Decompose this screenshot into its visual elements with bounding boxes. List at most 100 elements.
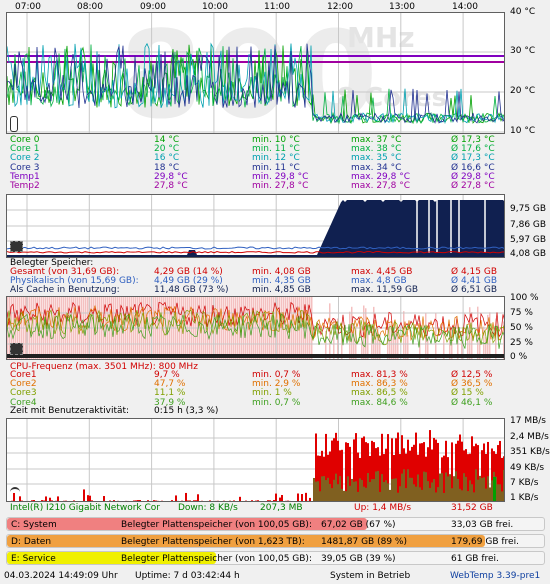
download-bar [337, 484, 339, 501]
download-bar [381, 474, 383, 501]
footer-version-link[interactable]: WebTemp 3.39-pre1 [450, 571, 541, 581]
upload-bar [41, 500, 43, 501]
download-bar [329, 483, 331, 501]
upload-bar [261, 501, 263, 502]
download-bar [469, 480, 471, 501]
download-bar [333, 479, 335, 501]
download-bar [485, 488, 487, 501]
upload-bar [333, 438, 335, 501]
download-bar [353, 481, 355, 501]
download-bar [313, 477, 315, 501]
download-bar [389, 489, 391, 501]
download-bar [321, 476, 323, 501]
max-value: max. 86,5 % [351, 388, 408, 399]
download-bar [403, 469, 405, 501]
download-bar [437, 487, 439, 501]
series-name: Temp1 [10, 171, 40, 182]
max-value: max. 38 °C [351, 144, 402, 155]
time-tick: 14:00 [452, 2, 478, 12]
time-tick: 07:00 [15, 2, 41, 12]
upload-bar [419, 443, 421, 501]
upload-bar [383, 454, 385, 501]
upload-bar [155, 500, 157, 501]
upload-bar [301, 494, 303, 501]
y-tick: 40 °C [510, 7, 536, 17]
upload-bar [443, 455, 445, 501]
core-load-trace [7, 309, 504, 346]
core-temp-trace [7, 43, 504, 124]
temperature-plot [7, 13, 504, 133]
download-bar [409, 477, 411, 501]
avg-value: Ø 27,8 °C [451, 181, 495, 191]
download-bar [445, 472, 447, 501]
upload-bar [433, 437, 435, 501]
upload-bar [435, 439, 437, 501]
upload-bar [185, 492, 187, 501]
download-bar [465, 476, 467, 501]
upload-bar [379, 455, 381, 501]
current-value: 11,48 GB (73 %) [154, 285, 229, 296]
download-bar [343, 490, 345, 501]
download-bar [335, 473, 337, 501]
min-value: min. 1 % [252, 388, 292, 399]
series-name: Core1 [10, 370, 37, 380]
upload-bar [363, 436, 365, 501]
time-tick: 10:00 [202, 2, 228, 12]
upload-bar [427, 447, 429, 501]
upload-bar [325, 433, 327, 501]
upload-bar [467, 454, 469, 501]
upload-bar [399, 454, 401, 501]
min-value: min. 29,8 °C [252, 171, 309, 182]
download-bar [391, 479, 393, 501]
upload-bar [295, 501, 297, 502]
download-bar [401, 473, 403, 501]
download-bar [491, 480, 493, 501]
temperature-graph: 800 MHz 8 Cores [6, 12, 505, 134]
download-bar [497, 484, 499, 501]
max-value: max. 4,8 GB [351, 276, 407, 287]
time-tick: 12:00 [327, 2, 353, 12]
upload-bar [27, 500, 29, 501]
series-name: Als Cache in Benutzung: [10, 285, 120, 296]
upload-bar [457, 440, 459, 501]
current-value: 16 °C [154, 153, 180, 164]
upload-bar [335, 432, 337, 501]
disk-used: 39,05 GB (39 %) [321, 554, 396, 564]
upload-bar [387, 434, 389, 501]
upload-bar [89, 495, 91, 501]
download-bar [471, 484, 473, 501]
upload-bar [321, 450, 323, 501]
y-tick: 5,97 GB [510, 235, 547, 245]
y-tick: 50 % [510, 323, 533, 333]
time-tick: 11:00 [264, 2, 290, 12]
download-bar [479, 475, 481, 501]
upload-bar [305, 492, 307, 501]
current-value: 9,7 % [154, 370, 180, 380]
upload-bar [153, 500, 155, 501]
download-bar [431, 482, 433, 501]
footer-status: System in Betrieb [330, 571, 411, 581]
download-bar [377, 470, 379, 501]
min-value: min. 4,85 GB [252, 285, 311, 296]
avg-value: Ø 4,15 GB [451, 267, 497, 277]
upload-bar [281, 495, 283, 501]
y-tick: 10 °C [510, 126, 536, 136]
current-value: 4,49 GB (29 %) [154, 276, 223, 287]
download-bar [461, 490, 463, 501]
y-tick: 100 % [510, 293, 539, 303]
upload-bar [385, 448, 387, 501]
current-value: 27,8 °C [154, 181, 188, 191]
y-tick: 4,08 GB [510, 249, 547, 259]
download-bar [427, 481, 429, 501]
upload-bar [257, 500, 259, 501]
download-bar [441, 473, 443, 501]
download-bar [365, 487, 367, 501]
avg-value: Ø 17,6 °C [451, 144, 495, 155]
current-value: 18 °C [154, 162, 180, 173]
download-bar [375, 471, 377, 501]
avg-value: Ø 17,3 °C [451, 135, 495, 145]
y-tick: 9,75 GB [510, 204, 547, 214]
upload-bar [175, 495, 177, 501]
upload-bar [287, 500, 289, 501]
download-bar [453, 476, 455, 501]
